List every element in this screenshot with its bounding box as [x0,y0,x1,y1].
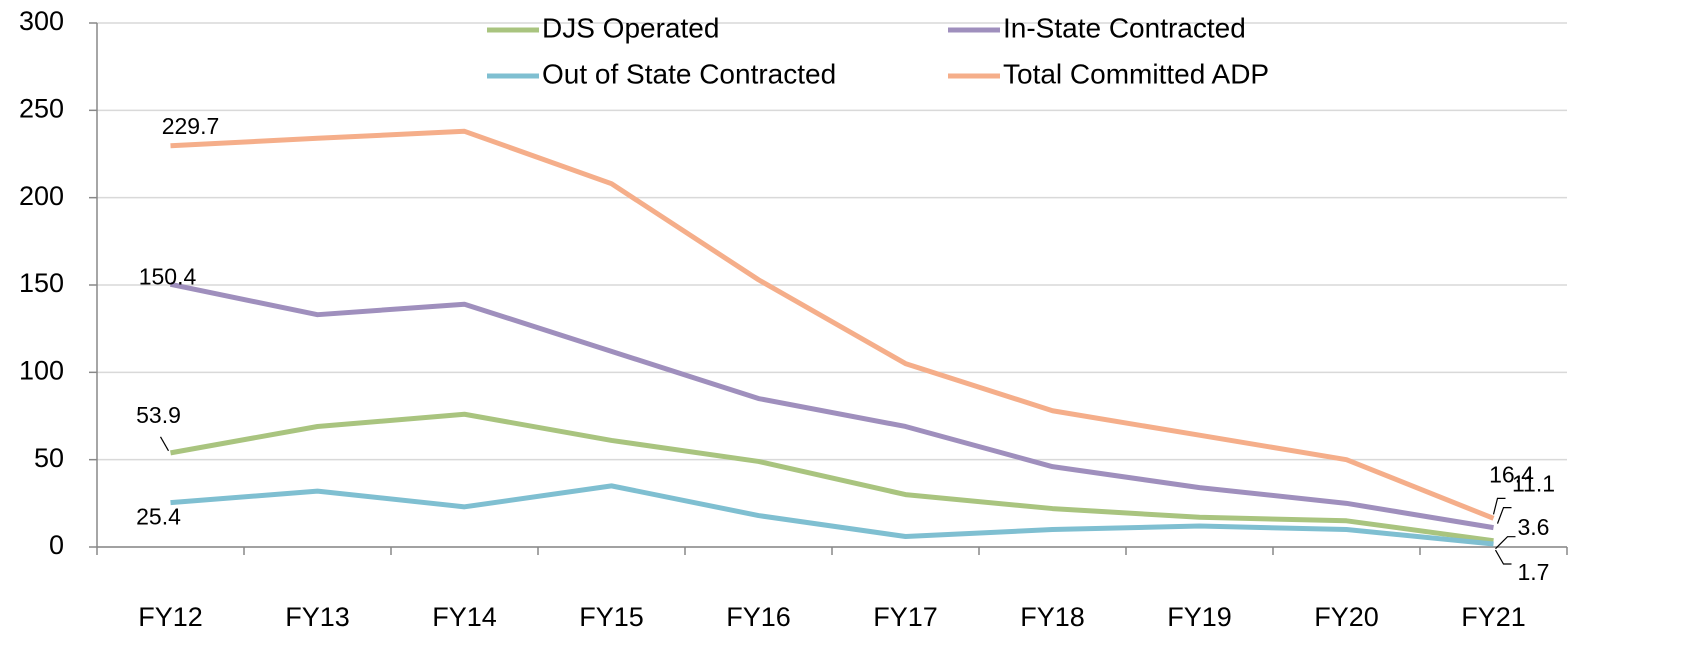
y-tick-label: 300 [19,6,64,36]
data-label: 3.6 [1518,514,1550,540]
data-label: 1.7 [1518,559,1550,585]
line-series [169,281,1494,531]
leader-line [1492,497,1506,515]
x-tick-label: FY20 [1314,602,1379,632]
y-tick-label: 200 [19,181,64,211]
legend-label: Total Committed ADP [1003,58,1269,89]
y-tick-label: 150 [19,268,64,298]
line-series [170,483,1494,547]
y-tick-label: 50 [34,443,64,473]
x-tick-label: FY17 [873,602,938,632]
x-tick-label: FY19 [1167,602,1232,632]
leader-line [1494,549,1512,565]
x-tick-label: FY15 [579,602,644,632]
x-tick-label: FY12 [138,602,203,632]
y-tick-label: 250 [19,93,64,123]
data-label: 11.1 [1512,471,1555,497]
leader-line [159,436,170,452]
data-label: 229.7 [162,113,220,139]
x-tick-label: FY18 [1020,602,1085,632]
y-tick-label: 0 [49,530,64,560]
x-tick-label: FY16 [726,602,791,632]
legend-label: DJS Operated [542,12,719,43]
data-label: 25.4 [136,504,181,530]
x-tick-label: FY21 [1461,602,1526,632]
line-series [170,411,1494,544]
data-label: 16.4 [1489,461,1534,487]
line-series [170,128,1495,521]
data-label: 150.4 [139,263,197,289]
x-tick-label: FY14 [432,602,497,632]
y-tick-label: 100 [19,355,64,385]
legend-label: Out of State Contracted [542,58,836,89]
data-label: 53.9 [136,402,181,428]
legend-label: In-State Contracted [1003,12,1246,43]
x-tick-label: FY13 [285,602,350,632]
leader-line [1495,536,1516,550]
leader-line [1496,507,1512,524]
